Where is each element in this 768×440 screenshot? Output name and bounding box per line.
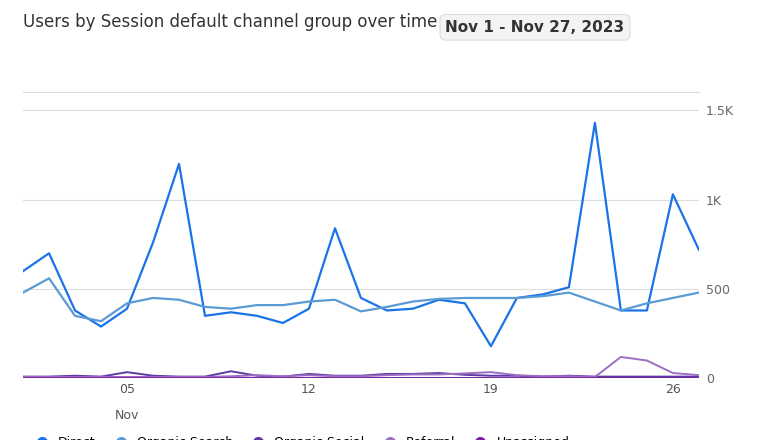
Text: Nov 1 - Nov 27, 2023: Nov 1 - Nov 27, 2023: [445, 20, 624, 35]
Legend: Direct, Organic Search, Organic Social, Referral, Unassigned: Direct, Organic Search, Organic Social, …: [29, 436, 569, 440]
Text: Nov: Nov: [115, 409, 139, 422]
Text: Users by Session default channel group over time: Users by Session default channel group o…: [23, 13, 438, 31]
